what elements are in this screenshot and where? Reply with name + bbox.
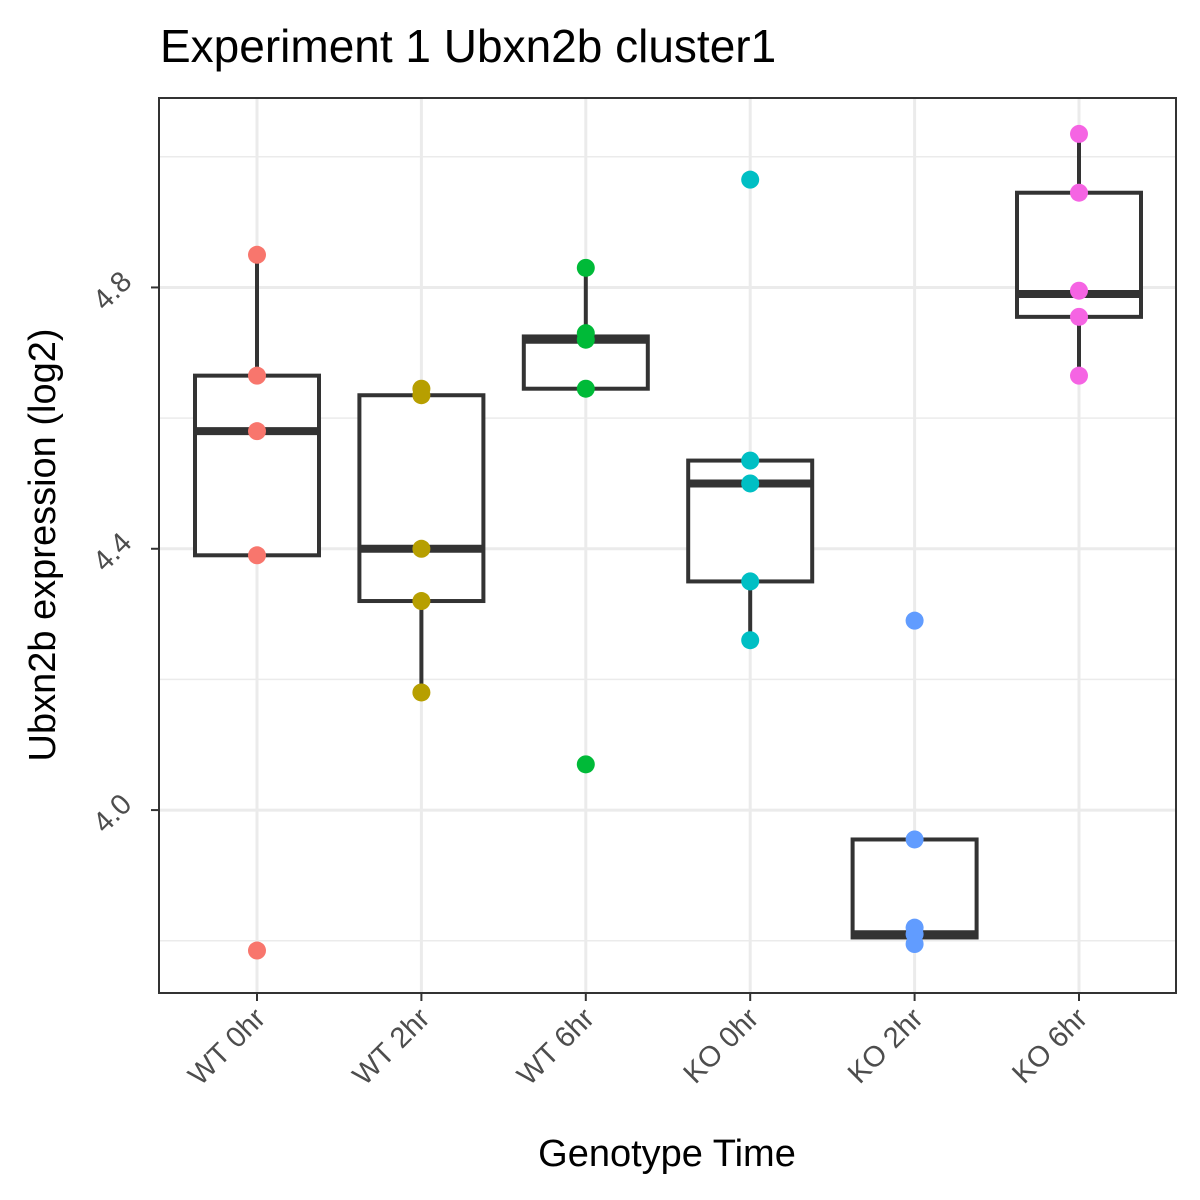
data-point: [741, 572, 760, 591]
box-body: [357, 393, 486, 604]
data-point: [412, 386, 431, 405]
data-point: [741, 474, 760, 493]
data-point: [412, 592, 431, 611]
x-axis-title: Genotype Time: [538, 1133, 796, 1175]
data-point: [248, 422, 266, 441]
data-point: [576, 755, 595, 774]
data-point: [741, 170, 760, 189]
data-points: [248, 124, 1088, 960]
data-point: [741, 631, 760, 650]
data-point: [576, 258, 595, 277]
data-point: [1070, 124, 1088, 143]
box-wt-2hr: [357, 388, 486, 693]
y-axis-title: Ubxn2b expression (log2): [22, 328, 64, 761]
data-point: [905, 935, 924, 954]
data-point: [905, 611, 924, 630]
data-point: [1070, 307, 1088, 326]
plot-panel-border: [158, 97, 1177, 994]
data-point: [905, 830, 924, 849]
data-point: [741, 451, 760, 470]
box-ko-2hr: [850, 837, 979, 940]
data-point: [248, 366, 266, 385]
box-body: [193, 373, 321, 558]
box-plots: [193, 133, 1143, 940]
data-point: [576, 330, 595, 349]
data-point: [412, 683, 431, 702]
chart-title: Experiment 1 Ubxn2b cluster1: [160, 20, 776, 72]
data-point: [248, 546, 266, 565]
data-point: [1070, 281, 1088, 300]
data-point: [412, 539, 431, 558]
plot-panel-background: [159, 98, 1176, 993]
data-point: [1070, 366, 1088, 385]
data-point: [1070, 183, 1088, 202]
data-point: [248, 245, 266, 264]
data-point: [576, 379, 595, 398]
data-point: [248, 941, 266, 960]
box-wt-0hr: [193, 254, 321, 558]
